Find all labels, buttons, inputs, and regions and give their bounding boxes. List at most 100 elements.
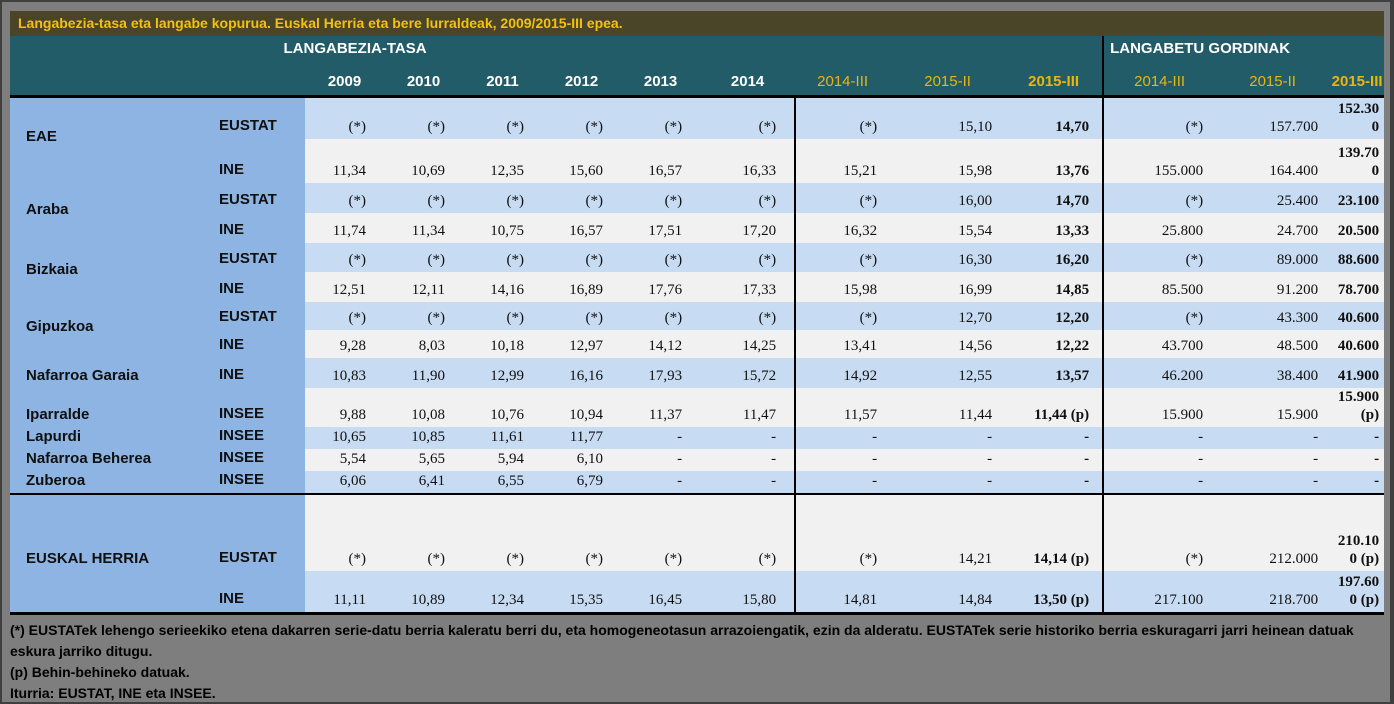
data-cell: 10,69 [384, 139, 463, 183]
data-cell: 11,57 [794, 388, 891, 427]
column-header-gross-2015-ii: 2015-II [1215, 64, 1331, 96]
data-cell: (*) [305, 513, 384, 571]
data-cell: 43.300 [1215, 302, 1331, 330]
data-cell: 13,76 [1005, 139, 1104, 183]
source-label: INE [215, 330, 305, 358]
data-cell: 9,88 [305, 388, 384, 427]
data-cell: 5,94 [463, 449, 542, 471]
data-cell: 12,55 [890, 358, 1006, 388]
data-cell: 23.100 [1330, 183, 1385, 213]
data-cell: 164.400 [1215, 139, 1331, 183]
data-cell: (*) [384, 513, 463, 571]
data-cell: 12,11 [384, 272, 463, 302]
section-title-gross: LANGABETU GORDINAK [1102, 36, 1385, 64]
data-cell: - [700, 471, 796, 495]
data-cell: (*) [794, 243, 891, 272]
data-cell: 14,92 [794, 358, 891, 388]
data-cell: (*) [621, 513, 701, 571]
data-cell: 16,30 [890, 243, 1006, 272]
source-label: INE [215, 213, 305, 243]
data-cell: 14,12 [621, 330, 701, 358]
data-cell: 24.700 [1215, 213, 1331, 243]
column-header-2009: 2009 [305, 64, 384, 96]
data-cell: 9,28 [305, 330, 384, 358]
region-label: Bizkaia [10, 243, 215, 302]
data-cell: 10,85 [384, 427, 463, 449]
data-cell: 14,85 [1005, 272, 1104, 302]
data-cell: - [621, 471, 701, 495]
data-cell: - [1005, 449, 1104, 471]
data-cell: 15,10 [890, 96, 1006, 139]
table-row-nafarroa-garaia-ine: Nafarroa Garaia INE 10,83 11,90 12,99 16,16 17… [10, 358, 1385, 388]
data-cell: - [1215, 471, 1331, 495]
data-cell: 14,16 [463, 272, 542, 302]
data-cell: 14,84 [890, 571, 1006, 613]
data-cell: (*) [700, 96, 796, 139]
data-cell: - [700, 427, 796, 449]
table-row-nafarroa-beherea-insee: Nafarroa Beherea INSEE 5,54 5,65 5,94 6,10- - -… [10, 449, 1385, 471]
data-cell: 11,34 [305, 139, 384, 183]
data-cell: (*) [305, 243, 384, 272]
data-cell: (*) [305, 96, 384, 139]
data-cell: (*) [463, 183, 542, 213]
data-cell: 40.600 [1330, 302, 1385, 330]
data-cell: 11,44 [890, 388, 1006, 427]
data-cell: 12,51 [305, 272, 384, 302]
table-row-araba-eustat: Araba EUSTAT (*) (*) (*) (*) (*) (*) (*) 16,00 14,… [10, 183, 1385, 243]
data-cell: 25.400 [1215, 183, 1331, 213]
data-cell: 13,41 [794, 330, 891, 358]
data-cell: 14,81 [794, 571, 891, 613]
data-cell: 78.700 [1330, 272, 1385, 302]
data-cell: 157.700 [1215, 96, 1331, 139]
data-cell: 13,57 [1005, 358, 1104, 388]
data-cell: (*) [463, 243, 542, 272]
spacer-row [10, 494, 1385, 513]
data-cell: 15,35 [542, 571, 621, 613]
data-cell: 25.800 [1102, 213, 1216, 243]
data-cell: - [621, 449, 701, 471]
column-header-2014-iii: 2014-III [795, 64, 891, 96]
data-cell: 12,97 [542, 330, 621, 358]
data-cell: 43.700 [1102, 330, 1216, 358]
data-cell: 12,35 [463, 139, 542, 183]
data-cell: - [1005, 471, 1104, 495]
data-cell: 38.400 [1215, 358, 1331, 388]
table-row-araba-ine: INE 11,74 11,34 10,75 16,57 17,51 17,20 16,32 15… [10, 213, 1385, 243]
data-cell: - [794, 471, 891, 495]
section-title-rates: LANGABEZIA-TASA [10, 36, 701, 64]
table-header: LANGABEZIA-TASA LANGABETU GORDINAK 2009 2… [10, 36, 1385, 96]
data-cell: 40.600 [1330, 330, 1385, 358]
data-cell: (*) [384, 302, 463, 330]
footnote-source: Iturria: EUSTAT, INE eta INSEE. [10, 684, 216, 701]
data-cell: (*) [700, 243, 796, 272]
data-cell: 6,10 [542, 449, 621, 471]
data-cell: (*) [794, 96, 891, 139]
data-cell: 16,00 [890, 183, 1006, 213]
data-cell: - [1330, 471, 1385, 495]
column-header-gross-2014-iii: 2014-III [1102, 64, 1216, 96]
region-label: Lapurdi [10, 427, 215, 449]
data-cell: 15,98 [890, 139, 1006, 183]
data-cell: - [890, 471, 1006, 495]
column-header-2013: 2013 [621, 64, 701, 96]
table-row-gipuzkoa-eustat: Gipuzkoa EUSTAT (*) (*) (*) (*) (*) (*) (*) 12,70… [10, 302, 1385, 358]
table-row-iparralde-insee: Iparralde INSEE 9,88 10,08 10,76 10,94 11,37 11… [10, 388, 1385, 427]
data-cell: 16,57 [542, 213, 621, 243]
footnotes: (*) EUSTATek lehengo serieekiko etena da… [10, 620, 1384, 704]
data-cell: 210.100 (p) [1330, 513, 1385, 571]
data-cell: - [1330, 449, 1385, 471]
data-cell: 16,33 [700, 139, 796, 183]
table-body: EAE EUSTAT (*) (*) (*) (*) (*) (*) (*) 15,10 14,70… [10, 96, 1385, 613]
data-cell: 11,44 (p) [1005, 388, 1104, 427]
region-label: EUSKAL HERRIA [10, 513, 215, 613]
data-cell: (*) [621, 96, 701, 139]
data-cell: - [794, 449, 891, 471]
source-label: INSEE [215, 388, 305, 427]
data-cell: 16,45 [621, 571, 701, 613]
table-row-lapurdi-insee: Lapurdi INSEE 10,65 10,85 11,61 11,77- - - - - - - - [10, 427, 1385, 449]
data-cell: (*) [1102, 302, 1216, 330]
data-cell: 197.600 (p) [1330, 571, 1385, 613]
data-cell: 12,70 [890, 302, 1006, 330]
region-label: Araba [10, 183, 215, 243]
data-cell: (*) [542, 302, 621, 330]
